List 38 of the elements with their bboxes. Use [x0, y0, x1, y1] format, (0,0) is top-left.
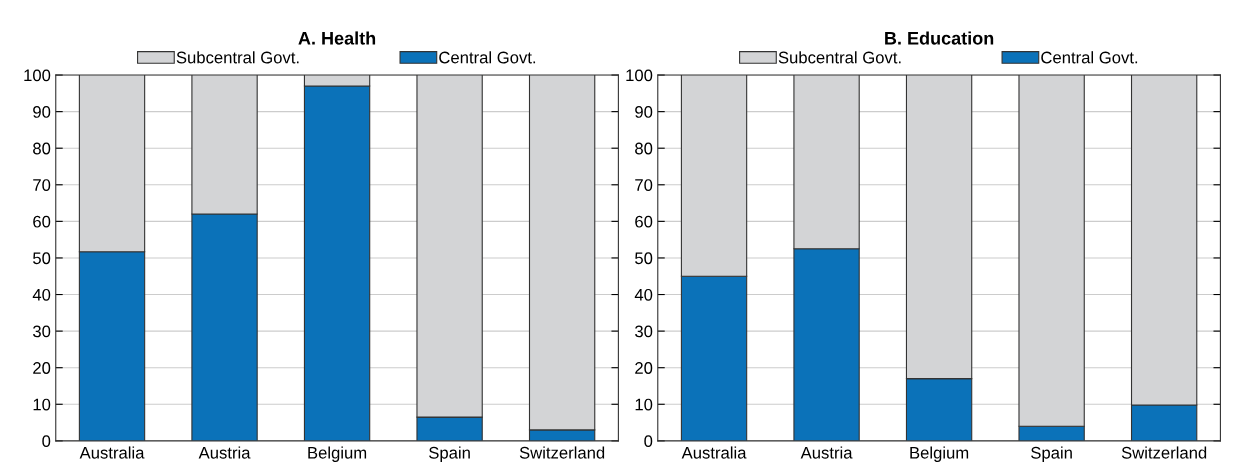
- y-tick-label: 10: [635, 398, 653, 411]
- legend-label: Central Govt.: [439, 51, 536, 64]
- x-tick-label: Spain: [1031, 446, 1072, 462]
- x-tick-label: Australia: [79, 446, 145, 459]
- y-tick-label: 90: [635, 106, 653, 118]
- x-tick-label: Austria: [800, 446, 853, 459]
- y-tick-label: 100: [626, 69, 653, 82]
- x-tick-label: Spain: [429, 446, 470, 462]
- x-tick-label: Switzerland: [519, 446, 605, 459]
- x-tick-label: Belgium: [910, 446, 969, 462]
- y-tick-label: 30: [635, 325, 653, 338]
- y-tick-label: 70: [33, 179, 51, 191]
- y-tick-label: 20: [33, 362, 51, 374]
- x-tick-label: Belgium: [308, 446, 367, 462]
- y-tick-label: 60: [635, 215, 653, 228]
- chart-title: A. Health: [298, 31, 376, 45]
- y-tick-label: 0: [42, 435, 51, 448]
- y-tick-label: 40: [634, 288, 653, 301]
- x-tick-label: Austria: [198, 446, 251, 459]
- y-tick-label: 100: [24, 69, 51, 82]
- y-tick-label: 40: [32, 288, 51, 301]
- y-tick-label: 30: [32, 325, 51, 338]
- legend-label: Subcentral Govt.: [778, 51, 901, 64]
- chart-title: B. Education: [885, 31, 994, 45]
- y-tick-label: 20: [635, 362, 653, 374]
- x-tick-label: Switzerland: [1121, 446, 1207, 459]
- legend-label: Subcentral Govt.: [176, 51, 299, 64]
- y-tick-label: 50: [33, 252, 51, 265]
- y-tick-label: 50: [635, 252, 653, 265]
- x-tick-label: Australia: [681, 446, 747, 459]
- y-tick-label: 60: [33, 215, 51, 228]
- y-tick-label: 80: [33, 142, 51, 155]
- y-tick-label: 10: [33, 398, 51, 411]
- y-tick-label: 0: [644, 435, 653, 448]
- y-tick-label: 70: [635, 179, 653, 191]
- legend-label: Central Govt.: [1041, 51, 1138, 64]
- y-tick-label: 90: [33, 106, 51, 118]
- y-tick-label: 80: [635, 142, 653, 155]
